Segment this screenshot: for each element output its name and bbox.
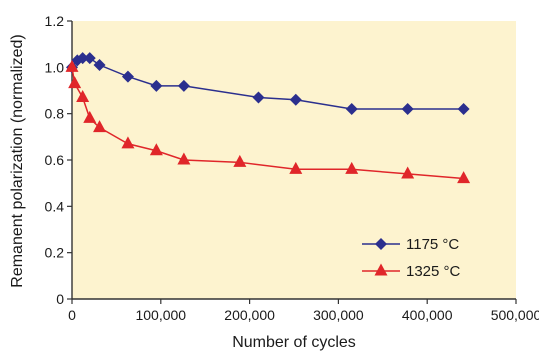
x-tick-label: 200,000 [224, 307, 275, 323]
data-point-triangle [65, 59, 79, 72]
data-point-diamond [457, 103, 470, 116]
data-point-triangle [374, 263, 388, 276]
data-point-diamond [177, 79, 190, 92]
x-axis: 0 100,000 200,000 300,000 400,000 500,000 [68, 298, 539, 323]
series-triangle [65, 59, 471, 184]
legend: 1175 °C 1325 °C [362, 236, 461, 280]
y-axis-title: Remanent polarization (normalized) [9, 34, 26, 287]
y-tick-label: 0.8 [45, 106, 65, 122]
legend-item: 1175 °C [362, 236, 459, 253]
y-axis: 0 0.2 0.4 0.6 0.8 1.0 1.2 [45, 13, 73, 307]
plot-area [72, 21, 516, 299]
data-point-diamond [345, 103, 358, 116]
data-point-triangle [401, 166, 415, 179]
data-point-diamond [76, 52, 89, 65]
x-tick-label: 500,000 [491, 307, 539, 323]
data-point-triangle [83, 110, 97, 123]
data-point-triangle [121, 136, 135, 149]
y-tick-label: 1.2 [45, 13, 65, 29]
x-tick-label: 300,000 [313, 307, 364, 323]
y-tick-label: 0.2 [45, 245, 65, 261]
data-point-diamond [401, 103, 414, 116]
data-point-triangle [289, 161, 303, 174]
data-point-diamond [83, 52, 96, 65]
data-point-diamond [375, 238, 387, 250]
y-tick-label: 0 [56, 291, 64, 307]
data-point-diamond [252, 91, 265, 104]
data-point-diamond [150, 79, 163, 92]
x-tick-label: 400,000 [402, 307, 453, 323]
data-point-triangle [345, 161, 359, 174]
x-axis-title: Number of cycles [232, 334, 356, 351]
data-point-triangle [68, 76, 82, 89]
legend-label: 1325 °C [406, 263, 461, 280]
data-point-diamond [93, 59, 106, 72]
data-point-triangle [457, 171, 471, 184]
legend-item: 1325 °C [362, 263, 461, 280]
data-point-triangle [177, 152, 191, 165]
series-layer [65, 52, 471, 184]
data-point-diamond [121, 70, 134, 83]
data-point-triangle [76, 90, 90, 103]
x-tick-label: 0 [68, 307, 76, 323]
y-tick-label: 0.6 [45, 152, 65, 168]
data-point-triangle [233, 154, 247, 167]
data-point-diamond [289, 93, 302, 106]
legend-label: 1175 °C [406, 236, 459, 253]
y-tick-label: 1.0 [45, 59, 65, 75]
data-point-triangle [93, 120, 107, 133]
data-point-triangle [149, 143, 163, 156]
y-tick-label: 0.4 [45, 198, 65, 214]
x-tick-label: 100,000 [135, 307, 186, 323]
